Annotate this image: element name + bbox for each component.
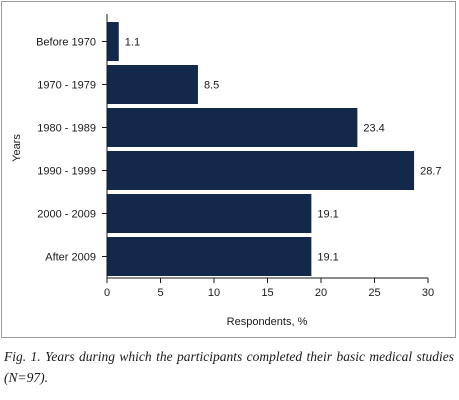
data-label-2: 23.4 [363,123,384,135]
x-axis-title: Respondents, % [227,316,308,328]
x-tick-label-4: 20 [315,287,327,299]
category-label-3: 1990 - 1999 [37,166,96,178]
category-label-0: Before 1970 [36,37,96,49]
x-tick-label-5: 25 [368,287,380,299]
x-tick-label-6: 30 [422,287,434,299]
x-tick-label-2: 10 [208,287,220,299]
data-label-5: 19.1 [317,252,338,264]
category-label-5: After 2009 [45,252,96,264]
bar-1 [107,65,198,104]
category-label-1: 1970 - 1979 [37,80,96,92]
bar-chart: Years Respondents, % 1.18.523.428.719.11… [11,14,442,328]
y-axis-title: Years [11,134,23,162]
bar-0 [107,22,119,61]
x-tick-label-0: 0 [104,287,110,299]
category-label-4: 2000 - 2009 [37,209,96,221]
bar-4 [107,194,312,233]
x-tick-label-3: 15 [261,287,273,299]
bar-2 [107,108,358,147]
data-label-3: 28.7 [420,166,441,178]
figure-caption: Fig. 1. Years during which the participa… [4,349,454,385]
bars-group: 1.1 8.5 23.4 28.7 19.1 19.1 [107,22,442,276]
x-tick-label-1: 5 [157,287,163,299]
axes-group: Before 1970 1970 - 1979 1980 - 1989 1990 - … [36,14,434,299]
bar-3 [107,151,415,190]
bar-5 [107,237,312,276]
data-label-4: 19.1 [317,209,338,221]
data-label-1: 8.5 [204,80,219,92]
category-label-2: 1980 - 1989 [37,123,96,135]
data-label-0: 1.1 [125,37,140,49]
